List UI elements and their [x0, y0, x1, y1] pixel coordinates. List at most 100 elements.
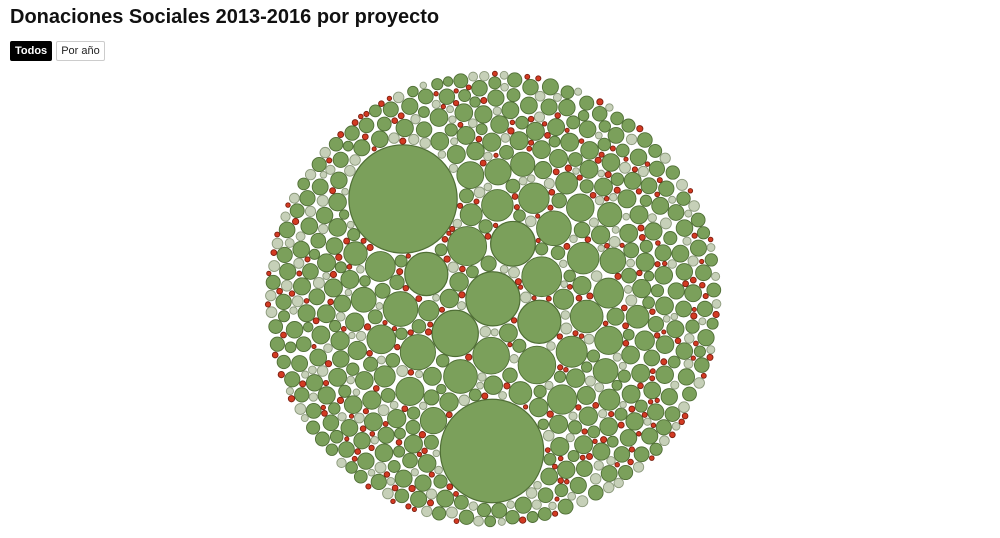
bubble-secondary[interactable]: [291, 295, 304, 308]
bubble-primary[interactable]: [667, 355, 681, 369]
bubble-tertiary[interactable]: [372, 385, 380, 392]
bubble-tertiary[interactable]: [682, 280, 689, 288]
bubble-primary[interactable]: [329, 429, 344, 444]
bubble-tertiary[interactable]: [351, 455, 358, 462]
bubble-primary[interactable]: [468, 388, 482, 402]
bubble-primary[interactable]: [284, 371, 301, 388]
bubble-primary[interactable]: [338, 209, 350, 220]
bubble-primary[interactable]: [387, 460, 401, 473]
bubble-primary[interactable]: [406, 406, 421, 420]
bubble-primary[interactable]: [647, 403, 665, 421]
bubble-secondary[interactable]: [671, 421, 681, 431]
bubble-tertiary[interactable]: [465, 84, 472, 91]
bubble-tertiary[interactable]: [424, 328, 433, 336]
bubble-primary[interactable]: [480, 255, 497, 272]
bubble-primary[interactable]: [276, 246, 293, 263]
bubble-secondary[interactable]: [662, 314, 671, 323]
bubble-tertiary[interactable]: [654, 191, 661, 198]
bubble-primary[interactable]: [552, 288, 575, 310]
bubble-primary[interactable]: [611, 379, 623, 391]
bubble-primary[interactable]: [618, 464, 634, 481]
bubble-secondary[interactable]: [497, 517, 506, 526]
bubble-primary[interactable]: [453, 73, 469, 89]
bubble-secondary[interactable]: [346, 375, 356, 385]
bubble-tertiary[interactable]: [660, 358, 668, 366]
bubble-tertiary[interactable]: [336, 396, 345, 404]
bubble-primary[interactable]: [573, 221, 591, 239]
bubble-primary[interactable]: [433, 474, 448, 489]
bubble-tertiary[interactable]: [578, 333, 585, 339]
bubble-primary[interactable]: [353, 469, 368, 484]
bubble-primary[interactable]: [328, 192, 347, 212]
bubble-primary[interactable]: [394, 488, 410, 504]
bubble-tertiary[interactable]: [484, 233, 492, 240]
bubble-tertiary[interactable]: [296, 270, 303, 277]
bubble-secondary[interactable]: [458, 394, 470, 407]
bubble-primary[interactable]: [614, 407, 628, 421]
bubble-secondary[interactable]: [509, 354, 519, 364]
bubble-tertiary[interactable]: [440, 103, 446, 110]
bubble-primary[interactable]: [606, 435, 619, 448]
bubble-secondary[interactable]: [477, 372, 487, 382]
bubble-primary[interactable]: [417, 454, 437, 473]
bubble-secondary[interactable]: [349, 154, 361, 166]
bubble-primary[interactable]: [269, 336, 285, 352]
bubble-tertiary[interactable]: [636, 125, 644, 133]
bubble-tertiary[interactable]: [369, 431, 376, 437]
bubble-tertiary[interactable]: [329, 270, 338, 279]
bubble-tertiary[interactable]: [519, 516, 527, 524]
bubble-primary[interactable]: [393, 445, 406, 458]
bubble-primary[interactable]: [429, 108, 449, 127]
bubble-secondary[interactable]: [432, 293, 440, 302]
bubble-primary[interactable]: [297, 304, 316, 323]
bubble-primary[interactable]: [694, 357, 710, 373]
bubble-tertiary[interactable]: [700, 372, 707, 379]
bubble-primary[interactable]: [613, 446, 631, 463]
bubble-tertiary[interactable]: [324, 360, 333, 368]
bubble-primary[interactable]: [655, 365, 674, 384]
bubble-primary[interactable]: [576, 385, 596, 405]
bubble-tertiary[interactable]: [554, 496, 560, 502]
bubble-secondary[interactable]: [619, 400, 627, 409]
bubble-secondary[interactable]: [606, 456, 616, 466]
bubble-primary[interactable]: [314, 431, 330, 447]
bubble-secondary[interactable]: [300, 414, 309, 423]
bubble-tertiary[interactable]: [604, 242, 610, 249]
bubble-primary[interactable]: [373, 365, 396, 388]
bubble-primary[interactable]: [632, 279, 652, 299]
bubble-secondary[interactable]: [518, 176, 528, 186]
bubble-secondary[interactable]: [268, 260, 281, 273]
bubble-primary[interactable]: [332, 350, 350, 368]
bubble-secondary[interactable]: [355, 330, 367, 342]
bubble-tertiary[interactable]: [271, 351, 279, 359]
bubble-tertiary[interactable]: [557, 364, 564, 371]
bubble-primary[interactable]: [549, 414, 569, 434]
bubble-primary[interactable]: [607, 127, 625, 144]
bubble-primary[interactable]: [543, 452, 557, 466]
bubble-secondary[interactable]: [337, 412, 347, 422]
bubble-tertiary[interactable]: [635, 188, 643, 195]
bubble-secondary[interactable]: [499, 264, 509, 274]
bubble-tertiary[interactable]: [649, 308, 656, 315]
bubble-tertiary[interactable]: [649, 368, 656, 375]
bubble-tertiary[interactable]: [276, 287, 283, 295]
bubble-secondary[interactable]: [533, 111, 546, 123]
bubble-primary[interactable]: [491, 502, 508, 519]
bubble-primary[interactable]: [446, 145, 466, 164]
bubble-secondary[interactable]: [567, 491, 577, 501]
bubble-secondary[interactable]: [280, 211, 291, 222]
bubble-secondary[interactable]: [574, 87, 583, 96]
bubble-secondary[interactable]: [356, 265, 365, 274]
bubble-primary[interactable]: [363, 412, 383, 432]
bubble-secondary[interactable]: [490, 328, 499, 337]
bubble-primary[interactable]: [569, 299, 604, 334]
bubble-primary[interactable]: [534, 161, 553, 180]
bubble-tertiary[interactable]: [291, 217, 300, 226]
bubble-tertiary[interactable]: [321, 410, 328, 417]
bubble-secondary[interactable]: [289, 306, 298, 315]
bubble-primary[interactable]: [465, 265, 479, 279]
bubble-primary[interactable]: [289, 203, 305, 219]
bubble-secondary[interactable]: [437, 150, 447, 159]
bubble-tertiary[interactable]: [706, 353, 714, 361]
bubble-primary[interactable]: [415, 121, 433, 138]
